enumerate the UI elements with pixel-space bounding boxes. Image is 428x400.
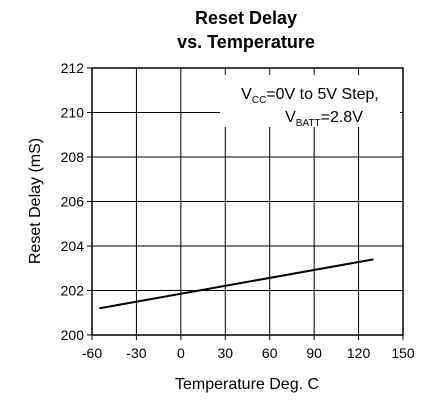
x-tick-label: 150	[391, 345, 415, 361]
annotation: VCC=0V to 5V Step,	[241, 86, 379, 106]
y-tick-label: 210	[61, 105, 85, 121]
x-tick-label: 120	[347, 345, 371, 361]
annotation-text: =2.8V	[321, 109, 364, 126]
y-tick-label: 212	[61, 60, 85, 76]
x-tick-label: 30	[217, 345, 233, 361]
annotation-background	[220, 75, 400, 127]
y-tick-label: 202	[61, 283, 85, 299]
x-tick-label: 0	[177, 345, 185, 361]
annotation-text: V	[241, 86, 252, 103]
x-axis-label: Temperature Deg. C	[175, 376, 319, 393]
data-line	[99, 258, 374, 310]
chart-subtitle: vs. Temperature	[177, 32, 315, 52]
y-tick-label: 204	[61, 238, 85, 254]
x-tick-label: -60	[82, 345, 102, 361]
annotation-text: =0V to 5V Step,	[266, 86, 379, 103]
y-axis-label: Reset Delay (mS)	[27, 138, 44, 264]
annotation-subscript: BATT	[296, 118, 321, 129]
y-tick-label: 200	[61, 327, 85, 343]
annotation-subscript: CC	[252, 95, 266, 106]
x-tick-label: -30	[126, 345, 146, 361]
y-tick-label: 206	[61, 194, 85, 210]
annotation: VBATT=2.8V	[285, 109, 363, 129]
y-tick-label: 208	[61, 149, 85, 165]
x-tick-label: 60	[262, 345, 278, 361]
annotation-text: V	[285, 109, 296, 126]
x-tick-label: 90	[306, 345, 322, 361]
chart-title: Reset Delay	[195, 8, 297, 28]
plot-frame	[91, 67, 404, 336]
